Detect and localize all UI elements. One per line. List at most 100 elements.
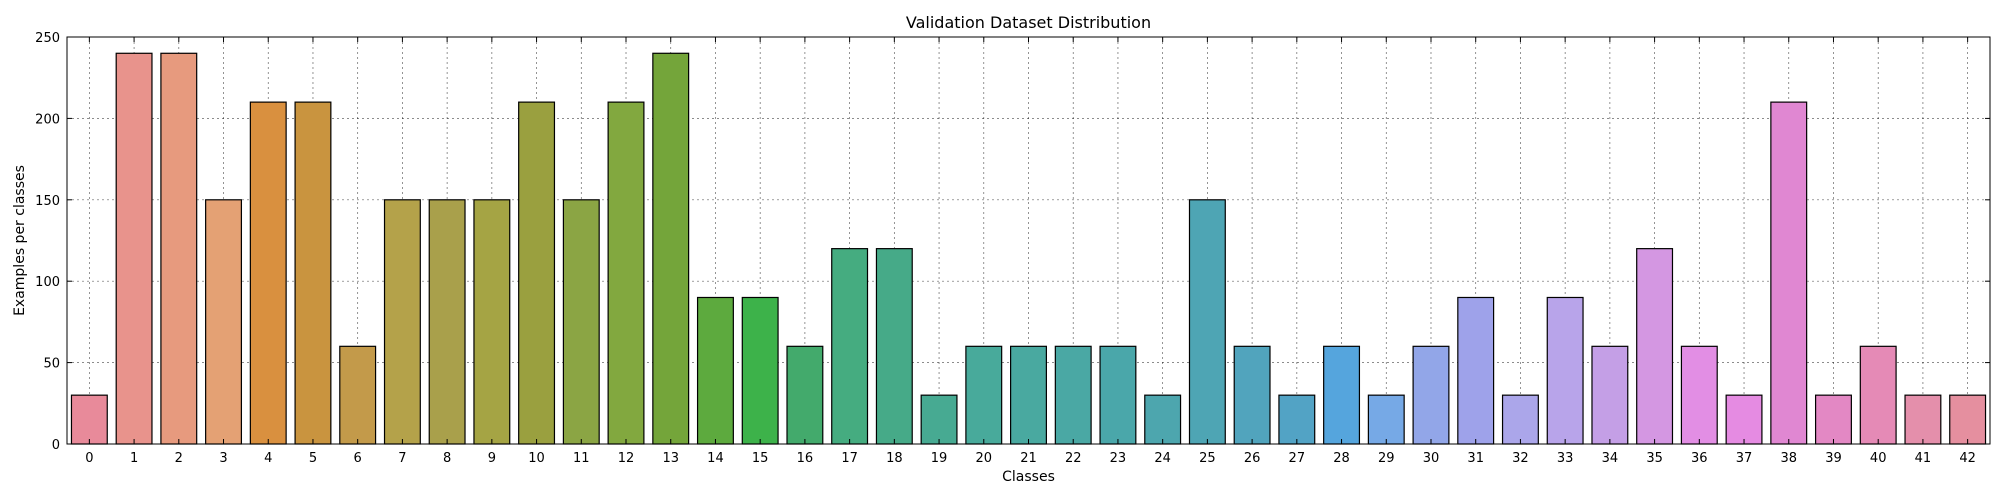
- bar-class-21: [1010, 345, 1047, 445]
- x-tick-label: 14: [707, 451, 724, 466]
- bar-class-10: [518, 101, 556, 445]
- x-tick-label: 27: [1289, 451, 1306, 466]
- bar-class-23: [1099, 345, 1137, 445]
- x-tick-label: 10: [528, 451, 545, 466]
- x-tick-label: 42: [1959, 451, 1976, 466]
- bar-class-1: [115, 52, 153, 445]
- bar-class-16: [786, 345, 824, 445]
- x-tick-label: 2: [175, 451, 183, 466]
- x-tick-label: 23: [1110, 451, 1127, 466]
- x-tick-label: 3: [219, 451, 227, 466]
- x-tick-label: 25: [1199, 451, 1216, 466]
- bar-class-11: [562, 199, 600, 445]
- x-tick-label: 41: [1915, 451, 1932, 466]
- x-tick-label: 38: [1780, 451, 1797, 466]
- x-tick-label: 16: [797, 451, 814, 466]
- bar-class-2: [160, 52, 198, 445]
- bar-class-35: [1636, 248, 1674, 445]
- bar-class-0: [70, 394, 108, 445]
- x-tick-label: 32: [1512, 451, 1529, 466]
- x-tick-label: 20: [976, 451, 993, 466]
- bar-class-39: [1814, 394, 1852, 445]
- bar-class-27: [1278, 394, 1316, 445]
- bar-class-42: [1949, 394, 1987, 445]
- x-tick-label: 39: [1825, 451, 1842, 466]
- x-tick-label: 11: [573, 451, 590, 466]
- x-tick-label: 22: [1065, 451, 1082, 466]
- bar-class-38: [1770, 101, 1808, 445]
- x-tick-label: 5: [309, 451, 317, 466]
- x-tick-label: 12: [618, 451, 635, 466]
- bars: [70, 52, 1987, 445]
- bar-class-40: [1859, 345, 1897, 445]
- x-tick-label: 35: [1646, 451, 1663, 466]
- bar-class-32: [1501, 394, 1539, 445]
- x-tick-label: 37: [1736, 451, 1753, 466]
- x-tick-label: 4: [264, 451, 272, 466]
- x-tick-label: 40: [1870, 451, 1887, 466]
- x-tick-label: 15: [752, 451, 769, 466]
- y-tick-label: 100: [35, 275, 60, 290]
- x-tick-label: 31: [1467, 451, 1484, 466]
- plot-area-frame: [66, 36, 1991, 445]
- bar-class-36: [1680, 345, 1718, 445]
- bar-class-14: [696, 296, 734, 445]
- bar-class-17: [831, 248, 869, 445]
- x-tick-label: 21: [1020, 451, 1037, 466]
- x-tick-label: 6: [354, 451, 362, 466]
- bar-class-37: [1725, 394, 1763, 445]
- y-tick-label: 200: [35, 112, 60, 127]
- x-tick-label: 28: [1333, 451, 1350, 466]
- bar-class-25: [1188, 199, 1226, 445]
- bar-class-22: [1054, 345, 1092, 445]
- x-tick-label: 1: [130, 451, 138, 466]
- bar-class-29: [1367, 394, 1405, 445]
- y-tick-label: 50: [43, 357, 60, 372]
- chart-title: Validation Dataset Distribution: [906, 13, 1151, 32]
- x-tick-label: 0: [85, 451, 93, 466]
- bar-class-30: [1412, 345, 1450, 445]
- x-tick-label: 19: [931, 451, 948, 466]
- x-tick-label: 18: [886, 451, 903, 466]
- bar-class-8: [428, 199, 466, 445]
- bar-class-26: [1233, 345, 1271, 445]
- bar-class-34: [1591, 345, 1629, 445]
- x-tick-label: 24: [1154, 451, 1171, 466]
- bar-class-28: [1323, 345, 1361, 445]
- x-axis-label: Classes: [1002, 469, 1055, 485]
- bar-class-6: [339, 345, 377, 445]
- bar-class-19: [920, 394, 958, 445]
- bar-class-4: [249, 101, 287, 445]
- x-tick-label: 8: [443, 451, 451, 466]
- x-tick-label: 26: [1244, 451, 1261, 466]
- bar-class-12: [607, 101, 645, 445]
- y-axis-label: Examples per classes: [12, 165, 28, 316]
- x-tick-label: 29: [1378, 451, 1395, 466]
- x-tick-label: 34: [1602, 451, 1619, 466]
- y-tick-label: 250: [35, 31, 60, 46]
- bar-class-7: [383, 199, 421, 445]
- bar-class-33: [1546, 296, 1584, 445]
- bar-class-41: [1904, 394, 1942, 445]
- bar-class-13: [652, 52, 690, 445]
- x-tick-label: 36: [1691, 451, 1708, 466]
- x-tick-label: 9: [488, 451, 496, 466]
- x-tick-label: 30: [1423, 451, 1440, 466]
- x-tick-label: 7: [398, 451, 406, 466]
- bar-class-18: [875, 248, 913, 445]
- x-tick-label: 13: [662, 451, 679, 466]
- bar-class-9: [473, 199, 511, 445]
- bar-class-24: [1144, 394, 1182, 445]
- x-tick-label: 17: [841, 451, 858, 466]
- y-tick-label: 150: [35, 194, 60, 209]
- bar-class-20: [965, 345, 1003, 445]
- x-tick-label: 33: [1557, 451, 1574, 466]
- y-tick-label: 0: [52, 438, 60, 453]
- bar-class-5: [294, 101, 332, 445]
- bar-class-15: [741, 296, 779, 445]
- bar-class-3: [205, 199, 243, 445]
- bar-class-31: [1457, 296, 1495, 445]
